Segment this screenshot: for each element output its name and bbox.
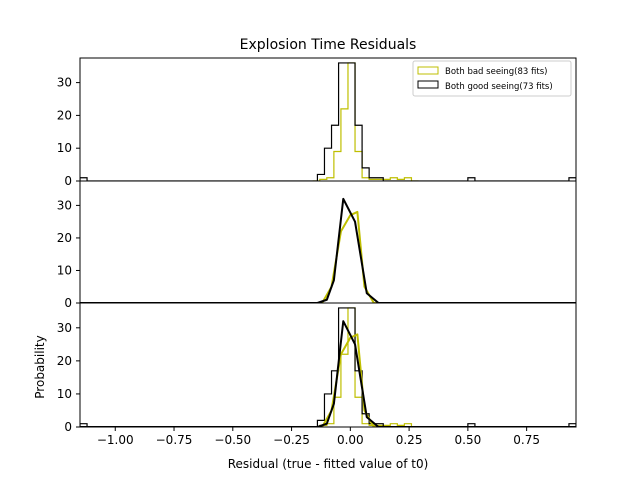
legend-swatch-bad [417,66,439,75]
legend-label-bad: Both bad seeing(83 fits) [445,67,547,77]
x-axis-label: Residual (true - fitted value of t0) [228,457,429,471]
density-curve-good [80,320,576,427]
y-tick-label: 10 [57,141,72,155]
histogram-good [80,307,576,427]
y-tick-label: 30 [57,198,72,212]
panel-middle-density: 0 10 20 30 [57,180,577,310]
histogram-good [80,62,576,181]
plot-area [80,303,576,427]
legend: Both bad seeing(83 fits) Both good seein… [412,60,572,97]
density-curve-good [80,197,576,303]
x-tick-label: −0.25 [273,433,310,447]
y-tick-label: 10 [57,387,72,401]
plot-marks [80,307,576,427]
legend-swatch-good [417,80,439,89]
x-tick-label: −1.00 [97,433,134,447]
chart-title: Explosion Time Residuals [240,37,417,53]
y-tick-label: 20 [57,354,72,368]
x-tick-label: 0.50 [455,433,482,447]
y-tick-label: 30 [57,76,72,90]
density-curve-bad [80,333,576,427]
y-tick-label: 20 [57,108,72,122]
plot-area [80,181,576,303]
y-tick-label: 0 [64,296,72,310]
y-tick-label: 30 [57,321,72,335]
x-tick-label: −0.50 [214,433,251,447]
x-tick-label: 0.25 [396,433,423,447]
legend-label-good: Both good seeing(73 fits) [445,82,553,92]
plot-marks [80,62,576,181]
x-tick-label: 0.75 [513,433,540,447]
y-axis-label: Probability [33,335,47,398]
y-tick-label: 20 [57,231,72,245]
x-tick-label: −0.75 [156,433,193,447]
plot-marks [80,197,576,303]
x-tick-label: 0.00 [337,433,364,447]
x-axis-ticks: −1.00 −0.75 −0.50 −0.25 0.00 0.25 0.50 0.75 [97,427,540,447]
y-tick-label: 10 [57,263,72,277]
legend-frame [412,60,572,97]
panel-frame [79,302,577,428]
panel-bottom-combined: 0 10 20 30 [57,302,577,434]
y-tick-label: 0 [64,420,72,434]
density-curve-bad [80,210,576,303]
y-tick-label: 0 [64,174,72,188]
